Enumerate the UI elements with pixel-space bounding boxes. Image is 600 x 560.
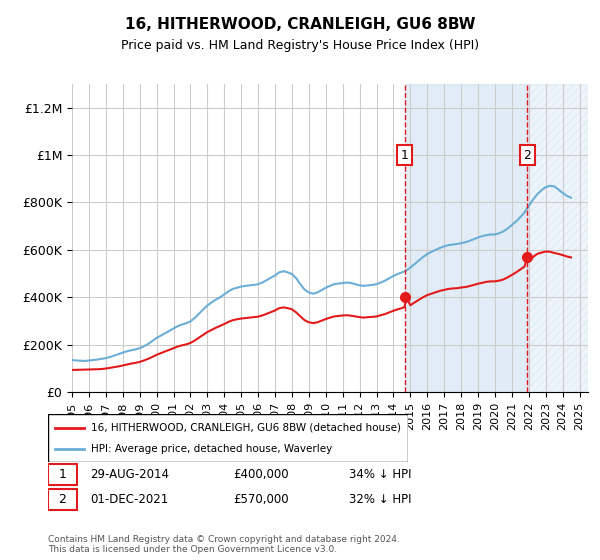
Text: HPI: Average price, detached house, Waverley: HPI: Average price, detached house, Wave… bbox=[91, 444, 332, 454]
Text: 01-DEC-2021: 01-DEC-2021 bbox=[90, 493, 169, 506]
Text: 16, HITHERWOOD, CRANLEIGH, GU6 8BW (detached house): 16, HITHERWOOD, CRANLEIGH, GU6 8BW (deta… bbox=[91, 423, 401, 433]
FancyBboxPatch shape bbox=[48, 414, 408, 462]
Text: 1: 1 bbox=[59, 468, 67, 480]
Text: Contains HM Land Registry data © Crown copyright and database right 2024.
This d: Contains HM Land Registry data © Crown c… bbox=[48, 535, 400, 554]
Bar bbox=[527, 84, 588, 392]
FancyBboxPatch shape bbox=[48, 464, 77, 484]
Text: £570,000: £570,000 bbox=[233, 493, 289, 506]
Text: 29-AUG-2014: 29-AUG-2014 bbox=[90, 468, 169, 480]
Text: £400,000: £400,000 bbox=[233, 468, 289, 480]
Text: 2: 2 bbox=[59, 493, 67, 506]
Text: 32% ↓ HPI: 32% ↓ HPI bbox=[349, 493, 412, 506]
Text: 34% ↓ HPI: 34% ↓ HPI bbox=[349, 468, 412, 480]
Text: 16, HITHERWOOD, CRANLEIGH, GU6 8BW: 16, HITHERWOOD, CRANLEIGH, GU6 8BW bbox=[125, 17, 475, 32]
Text: 1: 1 bbox=[401, 148, 409, 162]
Text: Price paid vs. HM Land Registry's House Price Index (HPI): Price paid vs. HM Land Registry's House … bbox=[121, 39, 479, 52]
Text: 2: 2 bbox=[523, 148, 532, 162]
Bar bbox=[404, 84, 527, 392]
FancyBboxPatch shape bbox=[48, 489, 77, 510]
